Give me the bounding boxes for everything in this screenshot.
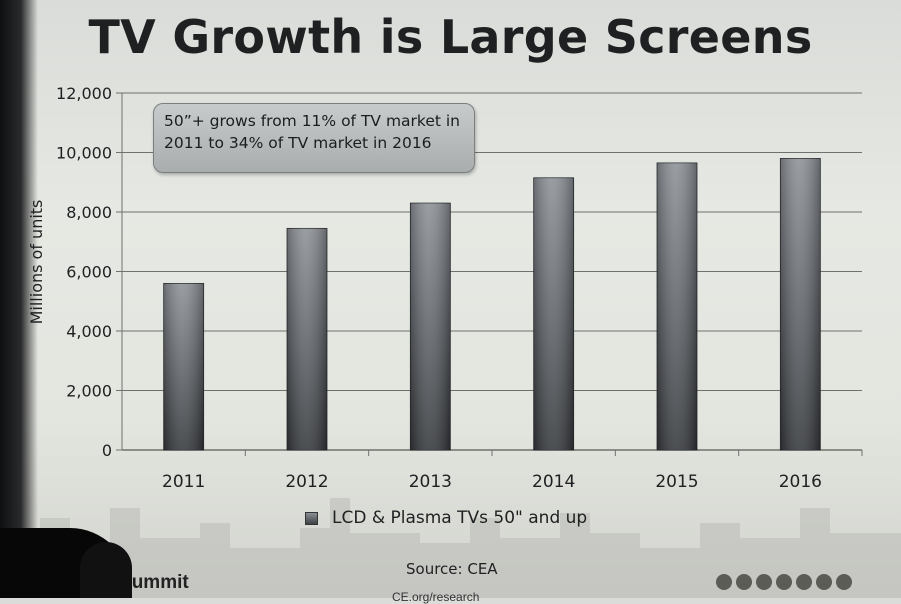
y-tick-label: 2,000 [66,382,112,401]
sponsor-logo-icon [736,574,752,590]
footer-url: CE.org/research [392,590,480,604]
annotation-callout: 50”+ grows from 11% of TV market in 2011… [153,103,475,173]
x-tick-label: 2013 [409,472,452,492]
bars [163,158,821,451]
sponsor-logo-icon [716,574,732,590]
sponsor-logo-icon [756,574,772,590]
bar-shading [410,203,451,450]
sponsor-logo-icon [836,574,852,590]
bar-shading [287,228,327,450]
bar-shading [163,283,204,450]
y-tick-label: 0 [102,441,112,460]
legend-label: LCD & Plasma TVs 50" and up [332,508,588,528]
y-axis-label: Millions of units [27,200,46,325]
x-tick-labels: 2011 2012 2013 2014 2015 2016 [162,472,822,492]
y-tick-label: 4,000 [66,322,112,341]
y-tick-label: 6,000 [66,263,112,282]
slide-title: TV Growth is Large Screens [88,10,813,64]
source-note: Source: CEA [406,560,498,578]
y-tick-label: 10,000 [56,144,112,163]
x-tick-label: 2014 [532,472,575,492]
y-tick-labels: 0 2,000 4,000 6,000 8,000 10,000 12,000 [56,84,112,460]
bar-shading [780,158,821,450]
city-skyline-background [0,498,901,598]
x-tick-label: 2012 [285,472,328,492]
x-tick-label: 2015 [655,472,698,492]
sponsor-logo-icon [776,574,792,590]
sponsor-logos [716,574,852,590]
sponsor-logo-icon [816,574,832,590]
legend-swatch [305,511,318,525]
sponsor-logo-icon [796,574,812,590]
bar-shading [533,177,574,450]
legend: LCD & Plasma TVs 50" and up [305,508,587,528]
dark-left-edge [0,0,38,598]
audience-head-silhouette-2 [80,542,132,598]
y-tick-label: 12,000 [56,84,112,103]
x-tick-label: 2011 [162,472,205,492]
bar-shading [657,162,697,450]
x-tick-label: 2016 [779,472,822,492]
y-tick-label: 8,000 [66,203,112,222]
